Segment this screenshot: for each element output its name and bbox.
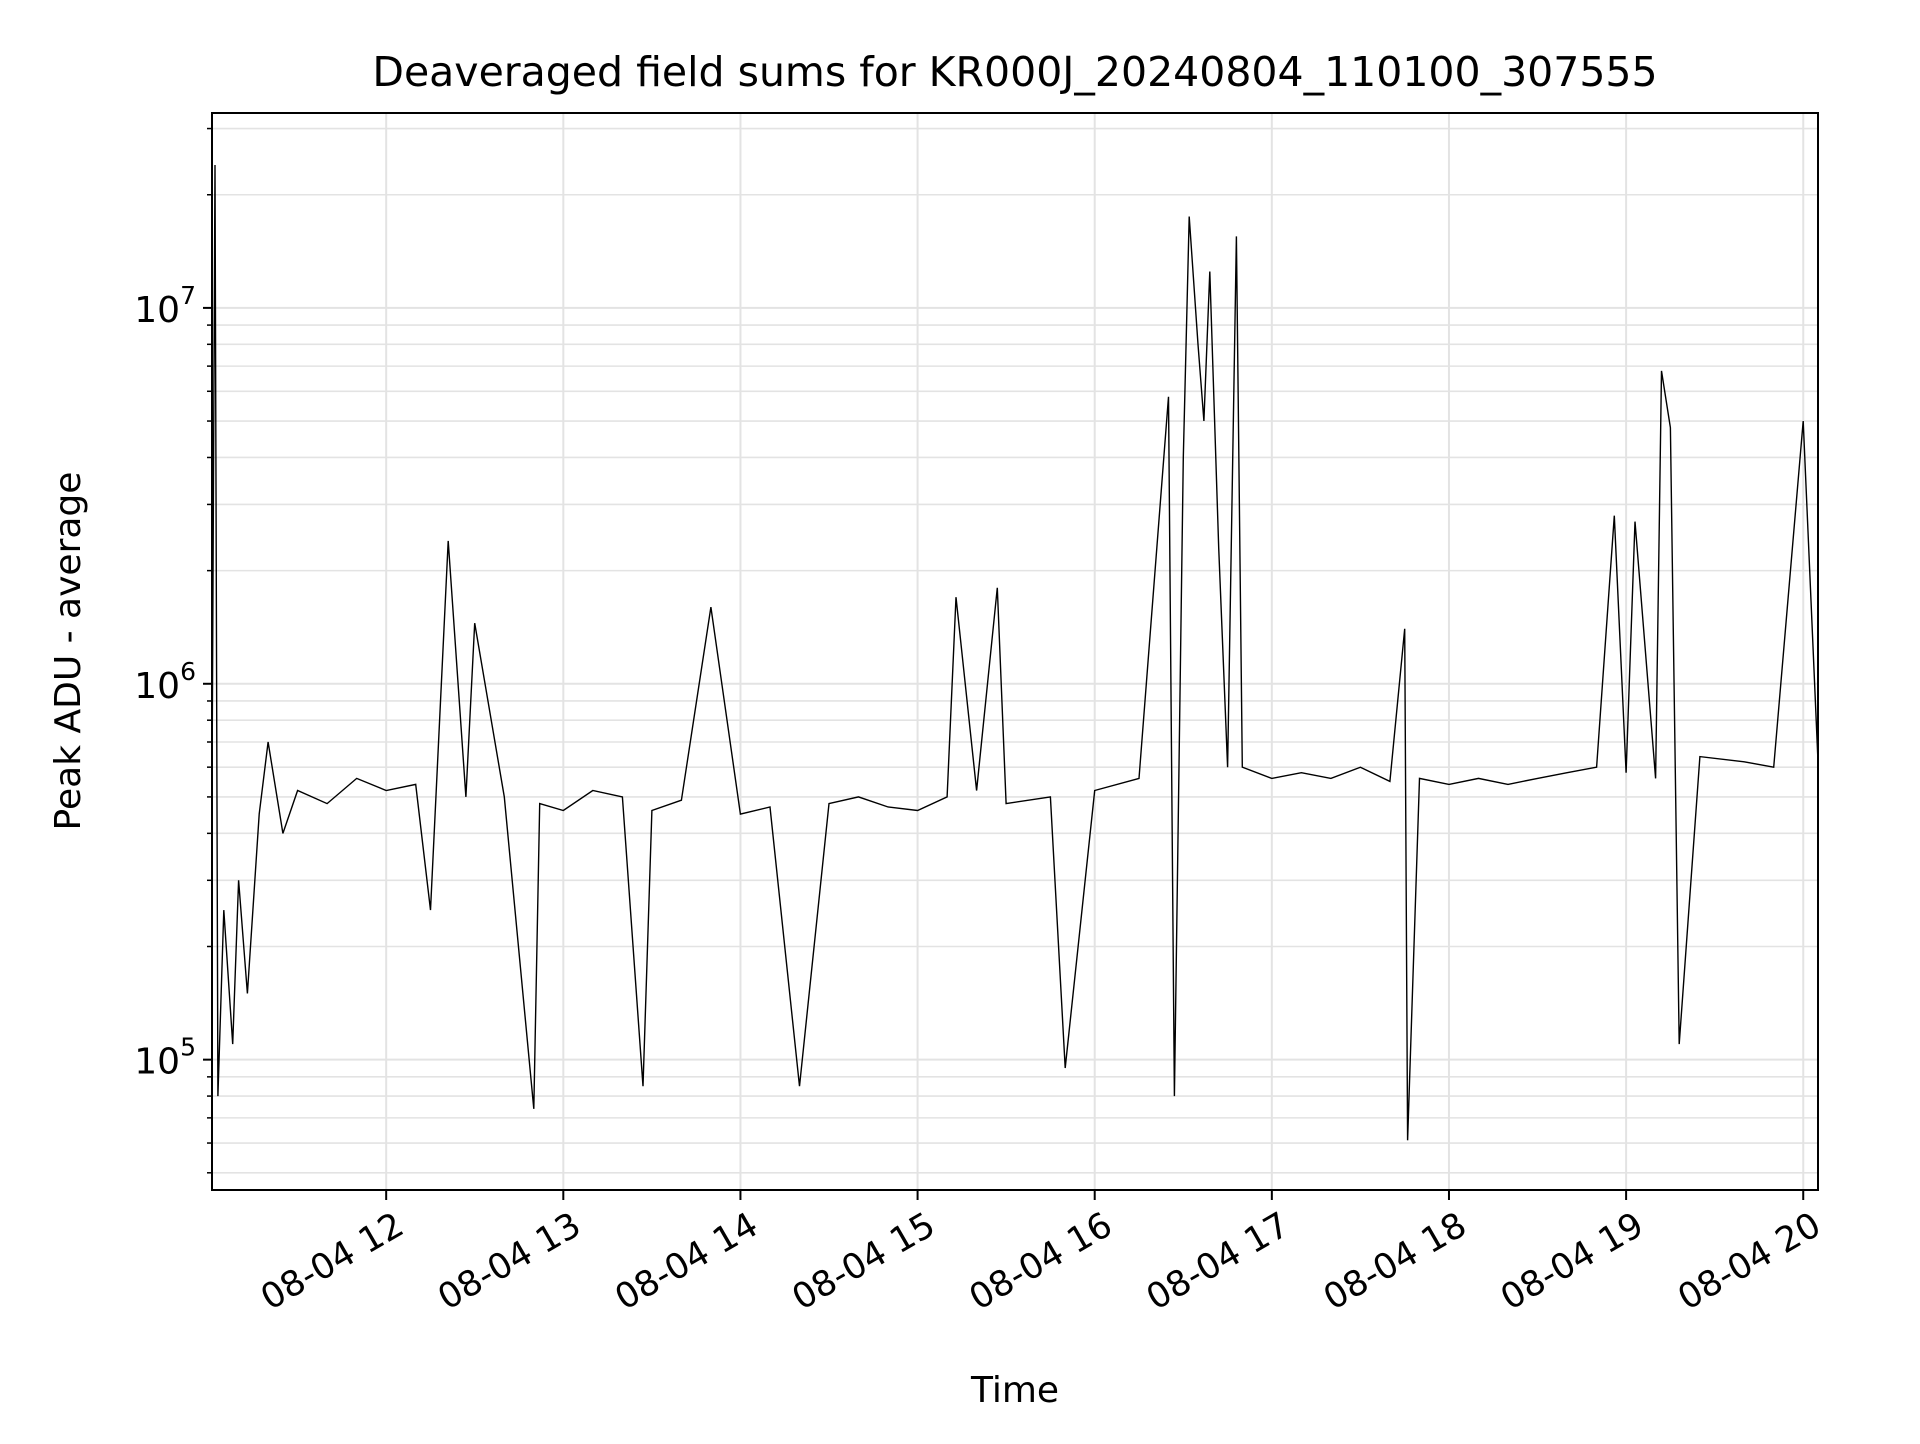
y-tick-label: 106 [134,657,196,707]
series-line [211,164,1819,1141]
x-axis-label: Time [970,1370,1059,1411]
plot-series [211,164,1819,1141]
y-axis-label: Peak ADU - average [48,472,89,831]
grid [212,113,1818,1190]
y-tick-label: 105 [134,1033,196,1083]
y-tick-label: 107 [134,281,196,331]
plot-frame [211,112,1819,1191]
chart-title: Deaveraged field sums for KR000J_2024080… [372,48,1657,96]
